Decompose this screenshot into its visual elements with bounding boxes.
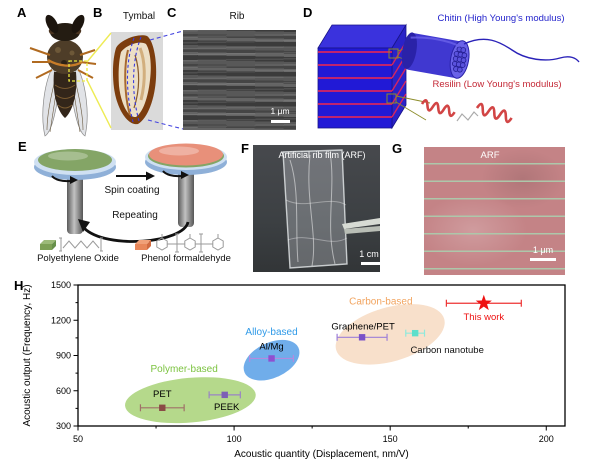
chitin-label: Chitin (High Young's modulus) — [437, 13, 565, 24]
point-label: Al/Mg — [259, 341, 283, 352]
x-tick-label: 100 — [227, 434, 242, 444]
cicada-photo — [29, 14, 97, 137]
arf-sem-title: ARF — [480, 150, 500, 161]
x-tick-label: 200 — [539, 434, 554, 444]
panel-label-a: A — [17, 5, 27, 20]
rib-scale-bar — [271, 120, 290, 123]
panel-label-d: D — [303, 5, 313, 20]
data-point-square — [159, 404, 166, 411]
resilin-label: Resilin (Low Young's modulus) — [432, 79, 562, 90]
y-tick-label: 1200 — [51, 315, 71, 325]
phenol-formaldehyde-structure — [135, 233, 224, 253]
y-axis-label: Acoustic output (Frequency, Hz) — [22, 284, 33, 426]
chitin-fiber-bundle — [401, 32, 580, 79]
peo-structure — [40, 237, 103, 252]
resilin-layer-lines — [318, 51, 392, 118]
rib-sem-image — [183, 30, 296, 130]
group-label: Carbon-based — [349, 296, 412, 307]
repeating-arrow — [78, 219, 190, 243]
film-scale-bar — [361, 262, 380, 265]
tymbal-photo-background — [111, 32, 163, 130]
data-point-square — [221, 391, 228, 399]
rib-scale-label: 1 μm — [270, 106, 290, 116]
y-tick-label: 900 — [56, 351, 71, 361]
x-tick-label: 50 — [73, 434, 83, 444]
tymbal-title: Tymbal — [122, 11, 156, 22]
point-label: Graphene/PET — [331, 321, 395, 332]
layered-block-diagram — [317, 23, 431, 130]
spin-coating-label: Spin coating — [104, 185, 160, 196]
group-ellipse — [335, 304, 445, 365]
point-label: This work — [464, 312, 505, 323]
panel-label-g: G — [392, 141, 403, 156]
panel-a-to-b-connectors — [86, 32, 112, 129]
y-tick-label: 300 — [56, 421, 71, 431]
group-label: Polymer-based — [151, 364, 218, 375]
acoustic-performance-chart: 50 100 150 200 300 600 900 1200 1500 Acoustic qua… — [22, 280, 566, 460]
data-point-square — [358, 334, 366, 341]
arf-scale-bar — [530, 258, 556, 261]
panel-label-e: E — [18, 139, 27, 154]
group-label: Alloy-based — [245, 327, 297, 338]
panel-label-c: C — [167, 5, 177, 20]
point-label: PEEK — [214, 402, 240, 413]
y-tick-label: 600 — [56, 386, 71, 396]
panel-label-h: H — [14, 278, 24, 293]
point-label: Carbon nanotube — [410, 345, 483, 356]
spin-coating-arrow — [116, 171, 155, 181]
phenol-formaldehyde-label: Phenol formaldehyde — [141, 253, 231, 264]
rib-title: Rib — [229, 11, 245, 22]
y-tick-label: 1500 — [51, 280, 71, 290]
arf-scale-label: 1 μm — [532, 245, 554, 255]
arf-sem-image — [424, 147, 565, 275]
x-axis-label: Acoustic quantity (Displacement, nm/V) — [234, 449, 409, 460]
peo-label: Polyethylene Oxide — [37, 253, 119, 264]
point-label: PET — [153, 389, 172, 400]
panel-label-f: F — [241, 141, 249, 156]
data-point-square — [268, 355, 275, 362]
data-point-star — [475, 294, 492, 311]
repeating-label: Repeating — [112, 210, 158, 221]
chitin-callout-box — [388, 48, 399, 59]
film-scale-label: 1 cm — [359, 249, 379, 259]
group-ellipse — [125, 377, 256, 424]
tymbal-highlight-box — [68, 60, 88, 82]
resilin-coil — [420, 99, 513, 124]
arf-film-title: Artificial rib film (ARF) — [278, 150, 366, 160]
resilin-callout-box — [386, 93, 397, 104]
panel-label-b: B — [93, 5, 103, 20]
data-point-square — [411, 329, 419, 337]
x-tick-label: 150 — [383, 434, 398, 444]
